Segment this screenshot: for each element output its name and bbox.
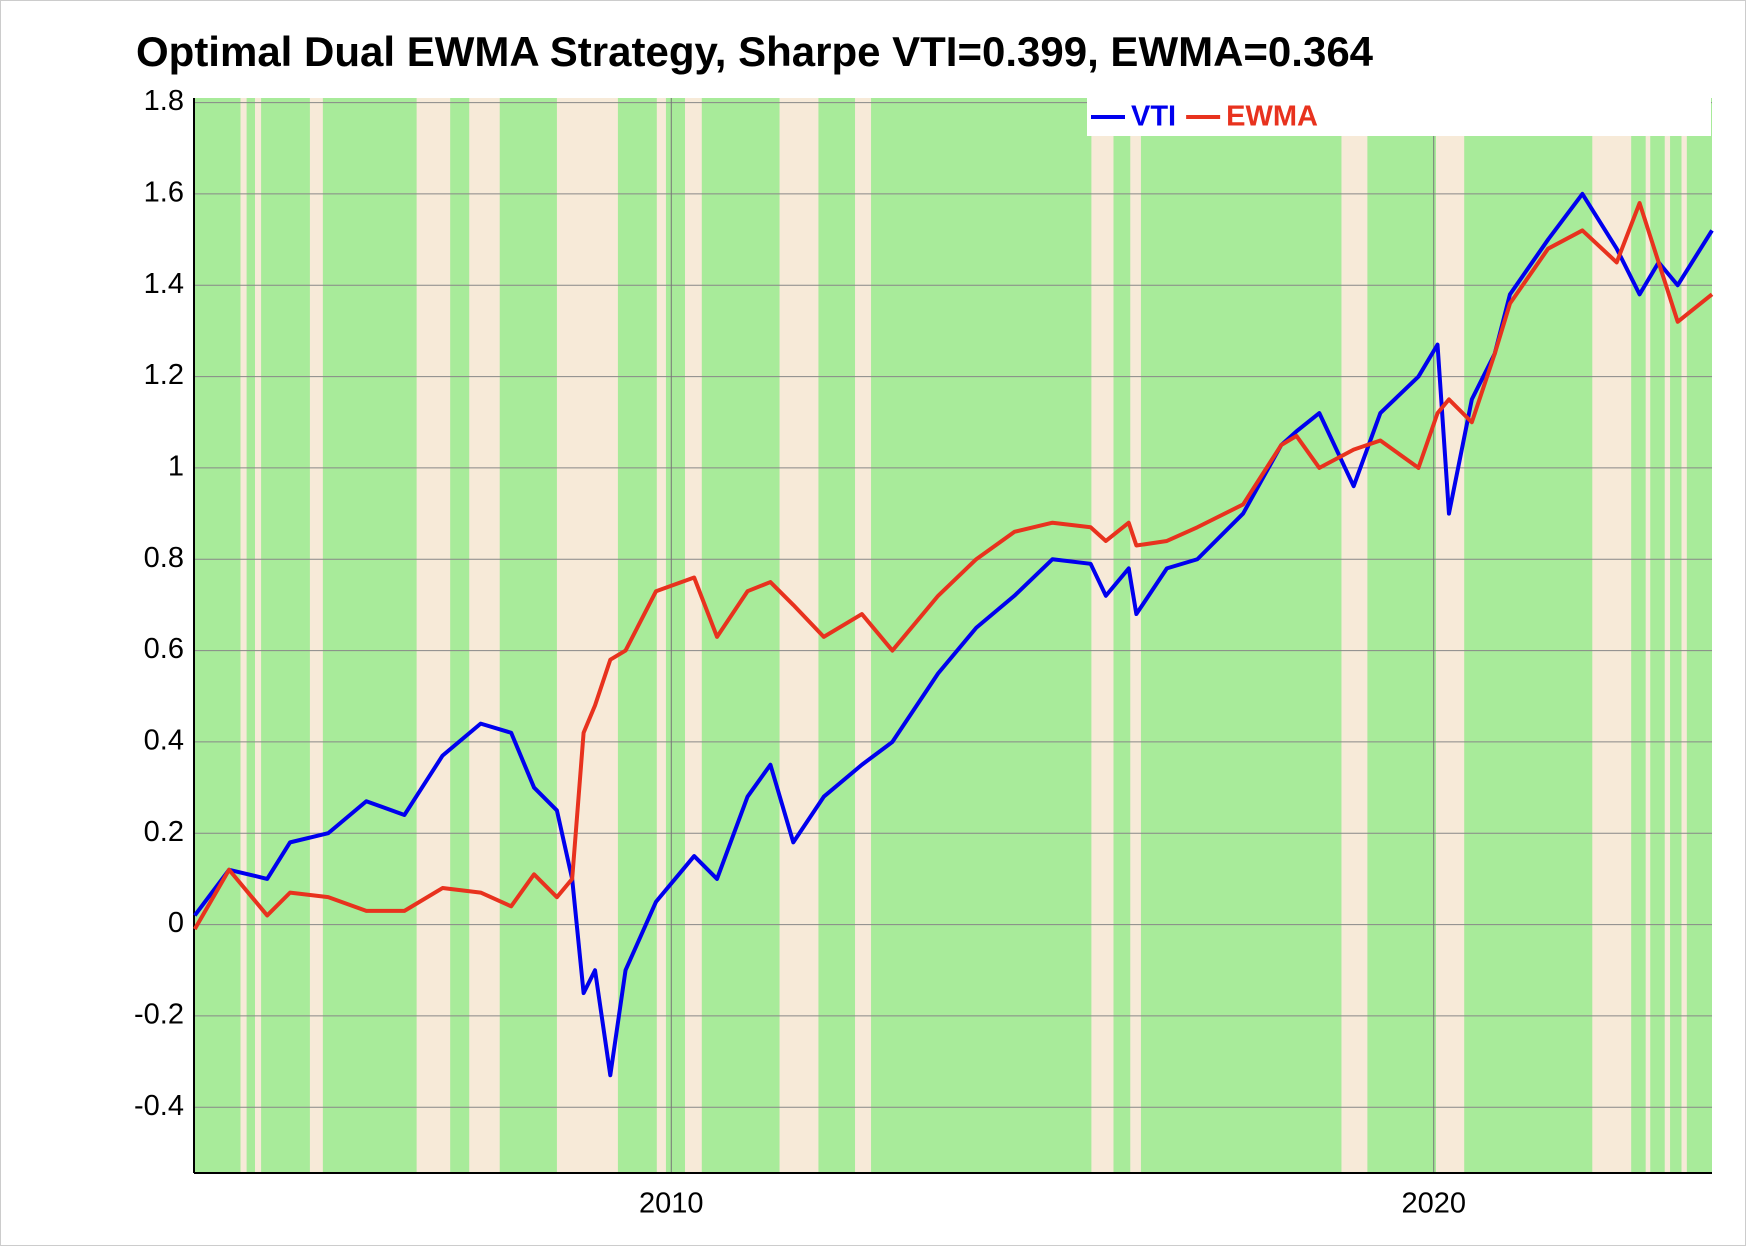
shaded-period xyxy=(656,98,666,1173)
y-tick-label: 1 xyxy=(168,451,184,483)
legend-box xyxy=(1087,98,1711,136)
shaded-period xyxy=(1130,98,1141,1173)
shaded-period xyxy=(1091,98,1114,1173)
y-tick-label: 1.4 xyxy=(144,268,184,300)
shaded-period xyxy=(1592,98,1632,1173)
legend-label: EWMA xyxy=(1226,101,1318,133)
shaded-period xyxy=(1681,98,1687,1173)
shaded-period xyxy=(779,98,819,1173)
series-line xyxy=(193,191,1714,1078)
y-tick-label: 0.2 xyxy=(144,816,184,848)
x-tick-label: 2020 xyxy=(1401,1188,1466,1220)
shaded-period xyxy=(240,98,247,1173)
shaded-period xyxy=(469,98,500,1173)
shaded-period xyxy=(416,98,451,1173)
y-tick-label: 1.8 xyxy=(144,85,184,117)
y-tick-label: 0.6 xyxy=(144,633,184,665)
y-tick-label: -0.2 xyxy=(134,999,184,1031)
shaded-period xyxy=(309,98,323,1173)
shaded-period xyxy=(855,98,872,1173)
shaded-period xyxy=(685,98,702,1173)
shaded-period xyxy=(1645,98,1651,1173)
chart-title: Optimal Dual EWMA Strategy, Sharpe VTI=0… xyxy=(136,28,1374,75)
shaded-period xyxy=(556,98,618,1173)
y-tick-label: 0.4 xyxy=(144,725,184,757)
shaded-period xyxy=(1664,98,1671,1173)
shaded-period xyxy=(1341,98,1368,1173)
y-tick-label: 0.8 xyxy=(144,542,184,574)
shaded-period xyxy=(254,98,262,1173)
series-line xyxy=(193,201,1714,931)
y-tick-label: 0 xyxy=(168,907,184,939)
y-tick-label: 1.2 xyxy=(144,359,184,391)
y-tick-label: -0.4 xyxy=(134,1090,184,1122)
legend-label: VTI xyxy=(1131,101,1176,133)
y-tick-label: 1.6 xyxy=(144,177,184,209)
x-tick-label: 2010 xyxy=(639,1188,704,1220)
shaded-period xyxy=(1436,98,1465,1173)
